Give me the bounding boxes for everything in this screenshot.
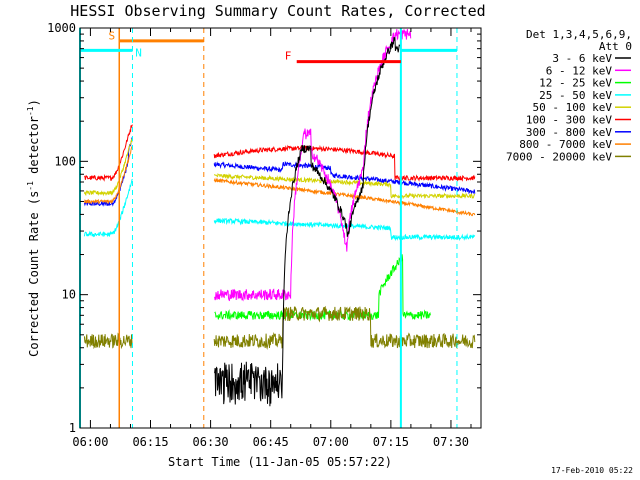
legend-header-line1: Det 1,3,4,5,6,9,	[526, 28, 632, 41]
x-tick-label: 06:00	[72, 435, 108, 449]
legend-entry: 800 - 7000 keV	[519, 138, 612, 151]
series-800-7000	[83, 145, 476, 217]
legend-entry: 300 - 800 keV	[526, 126, 612, 139]
plot-frame	[79, 27, 482, 429]
chart-title: HESSI Observing Summary Count Rates, Cor…	[70, 2, 485, 20]
legend-entry: 100 - 300 keV	[526, 114, 612, 127]
y-axis-label-mid: detector	[27, 116, 41, 181]
x-tick-label: 06:45	[253, 435, 289, 449]
y-tick-label: 1000	[47, 21, 76, 35]
series-100-300	[83, 124, 476, 183]
y-axis-label-sup1: -1	[26, 181, 35, 191]
annotation-f: F	[285, 50, 292, 63]
x-tick-label: 06:15	[132, 435, 168, 449]
series-3-6	[214, 37, 402, 407]
y-axis-label-end: )	[27, 99, 41, 106]
legend-entry: 50 - 100 keV	[533, 101, 613, 114]
legend-entry: 12 - 25 keV	[539, 77, 612, 90]
y-tick-label: 100	[54, 154, 76, 168]
axis-ticks: 1 10 100 1000 06:00 06:15 06:30 06:45 07:00 07:15…	[47, 21, 481, 449]
y-tick-label: 1	[69, 421, 76, 435]
annotation-s: S	[108, 29, 115, 42]
y-axis-label-sup2: -1	[26, 106, 35, 116]
series-50-100	[83, 138, 476, 200]
timestamp: 17-Feb-2010 05:22	[551, 466, 633, 475]
legend-entry: 6 - 12 keV	[546, 64, 613, 77]
y-axis-label: Corrected Count Rate (s-1 detector-1)	[26, 99, 41, 357]
y-axis-label-main: Corrected Count Rate (s	[27, 191, 41, 357]
legend-header-line2: Att 0	[599, 40, 632, 53]
legend-entry: 25 - 50 keV	[539, 89, 612, 102]
legend-entry: 7000 - 20000 keV	[506, 150, 612, 163]
x-tick-label: 07:30	[433, 435, 469, 449]
annotation-n: N	[135, 47, 142, 60]
x-tick-label: 06:30	[193, 435, 229, 449]
x-axis-label: Start Time (11-Jan-05 05:57:22)	[168, 455, 392, 469]
series-25-50	[83, 178, 476, 242]
x-tick-label: 07:00	[313, 435, 349, 449]
series-6-12	[214, 29, 412, 302]
series-7000-20000	[83, 305, 476, 350]
y-tick-label: 10	[62, 288, 76, 302]
legend-entry: 3 - 6 keV	[552, 52, 612, 65]
series-layer	[83, 29, 476, 407]
x-tick-label: 07:15	[373, 435, 409, 449]
